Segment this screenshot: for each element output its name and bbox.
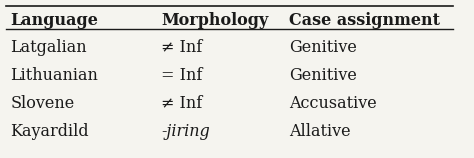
Text: ≠ Inf: ≠ Inf: [161, 40, 202, 56]
Text: Morphology: Morphology: [161, 12, 268, 28]
Text: Accusative: Accusative: [289, 95, 376, 112]
Text: Slovene: Slovene: [10, 95, 75, 112]
Text: Case assignment: Case assignment: [289, 12, 440, 28]
Text: = Inf: = Inf: [161, 67, 202, 84]
Text: -jiring: -jiring: [161, 123, 210, 140]
Text: ≠ Inf: ≠ Inf: [161, 95, 202, 112]
Text: Genitive: Genitive: [289, 67, 356, 84]
Text: Latgalian: Latgalian: [10, 40, 87, 56]
Text: Genitive: Genitive: [289, 40, 356, 56]
Text: Language: Language: [10, 12, 99, 28]
Text: Lithuanian: Lithuanian: [10, 67, 99, 84]
Text: Allative: Allative: [289, 123, 350, 140]
Text: Kayardild: Kayardild: [10, 123, 89, 140]
